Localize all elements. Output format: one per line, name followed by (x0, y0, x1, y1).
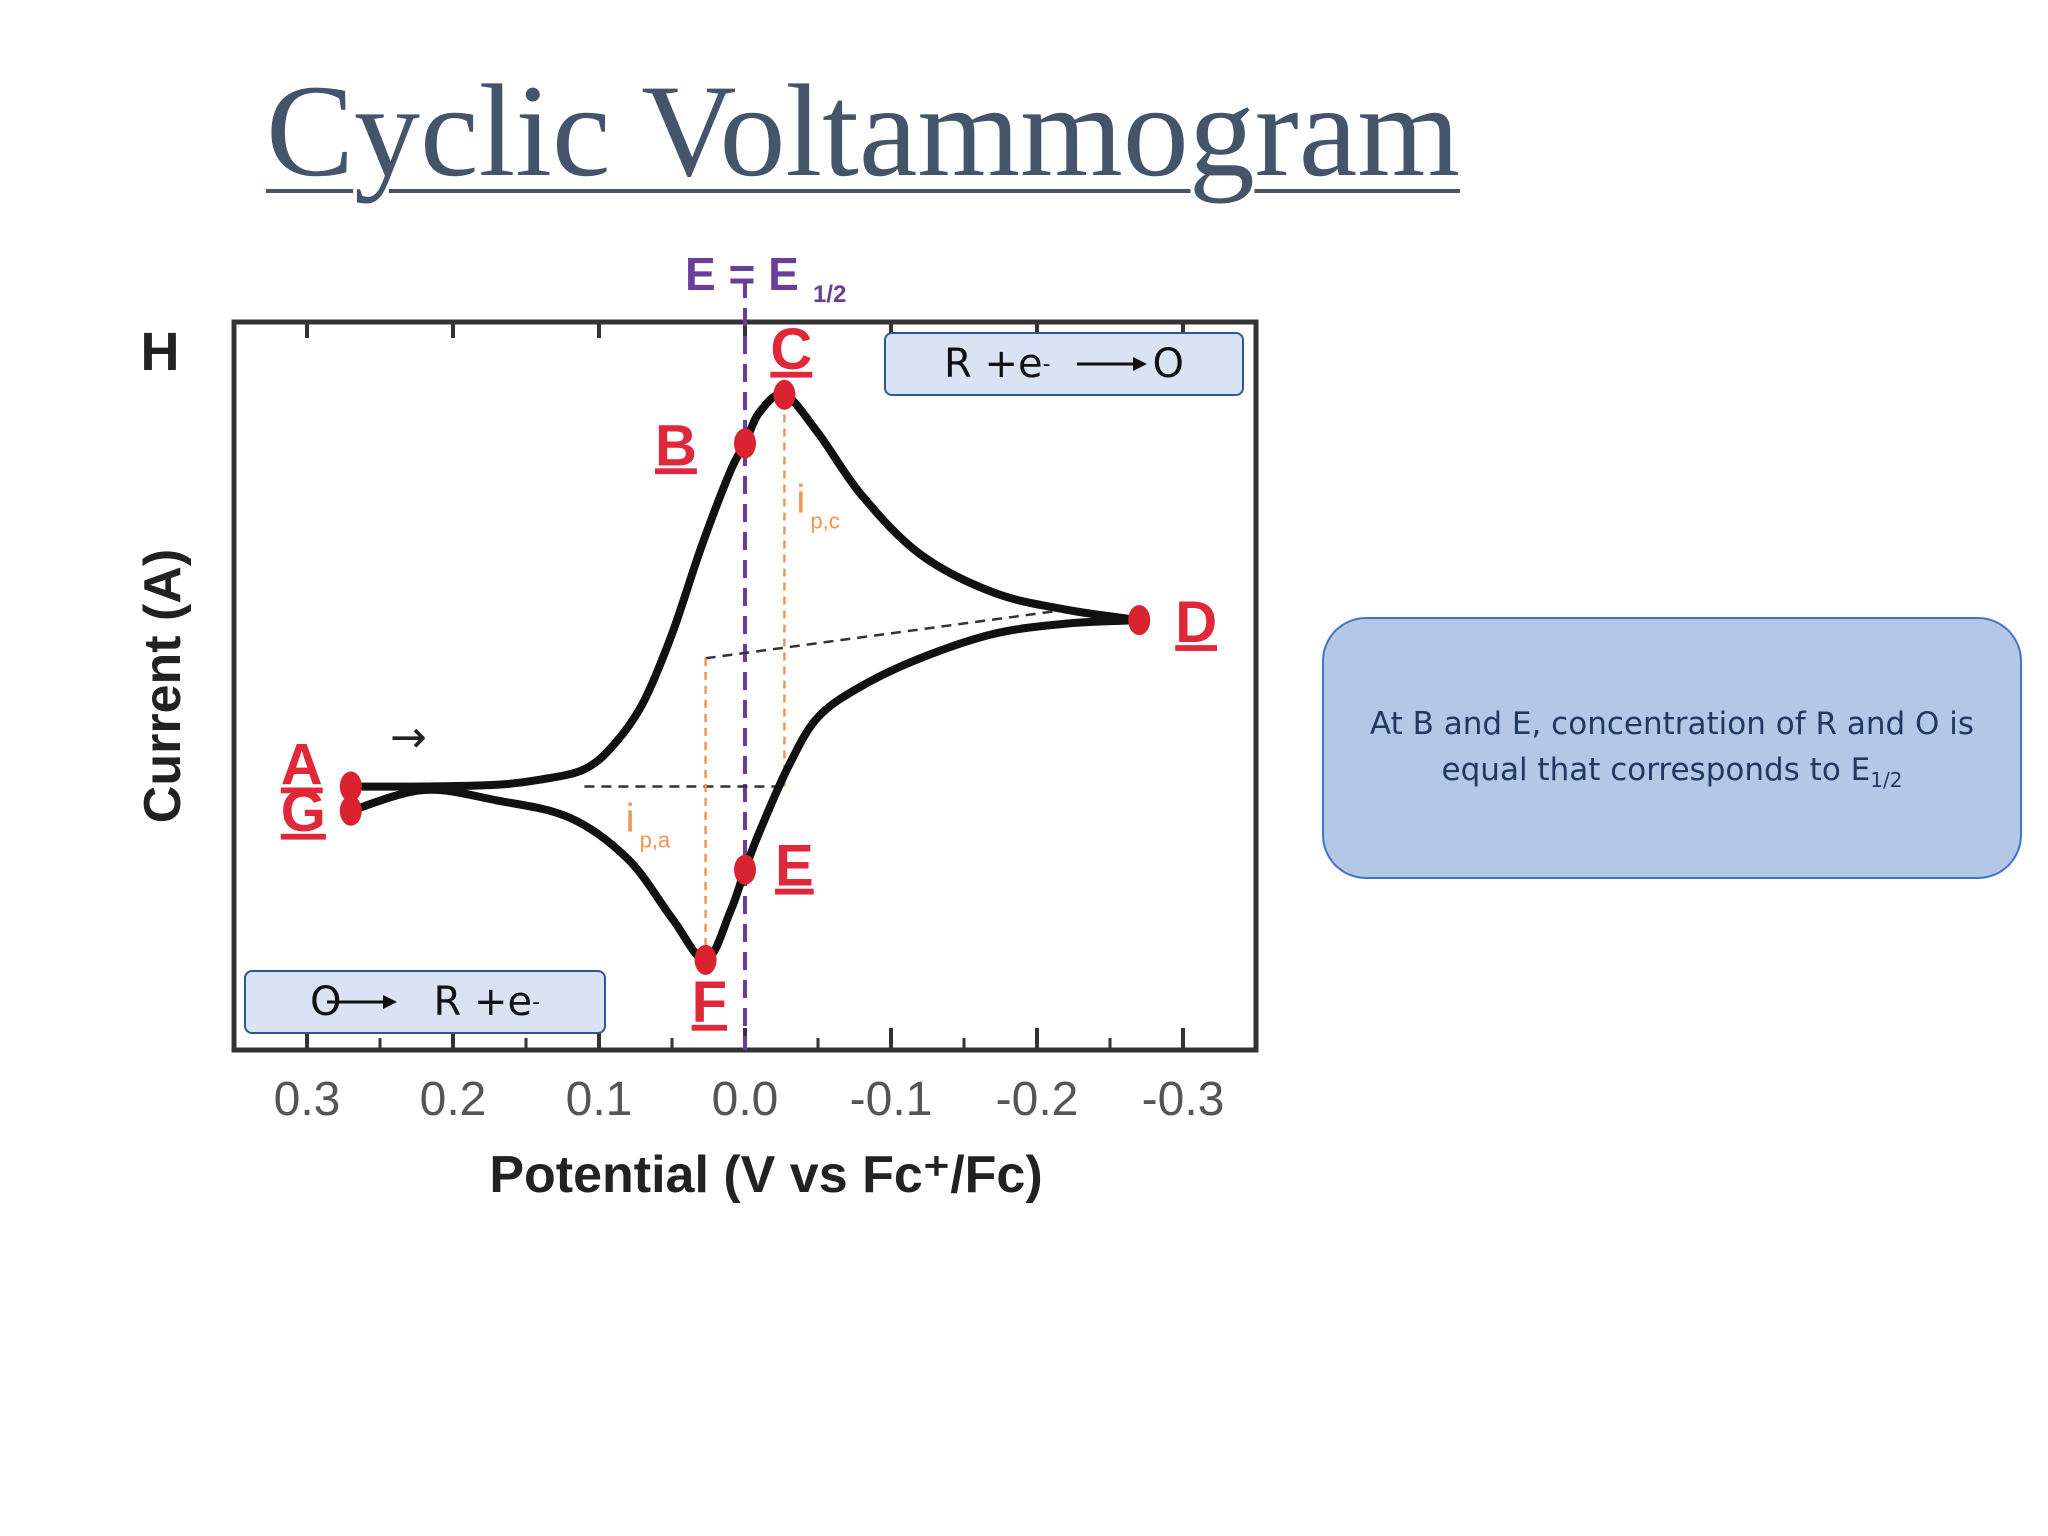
x-tick-label: 0.2 (420, 1073, 487, 1126)
data-point-d (1128, 605, 1151, 636)
point-label-c: C (770, 317, 812, 382)
peak-current-label-subscript: p,c (810, 509, 839, 534)
reduction-reaction-box: O R +e - (244, 970, 606, 1034)
peak-current-label-subscript: p,a (640, 828, 671, 853)
peak-current-label: i (796, 478, 805, 522)
forward-scan-curve (346, 390, 1144, 791)
x-tick-label: -0.1 (850, 1073, 933, 1126)
point-label-f: F (692, 970, 727, 1035)
y-axis-label: Current (A) (134, 549, 192, 823)
x-axis-label: Potential (V vs Fc⁺/Fc) (489, 1146, 1042, 1204)
oxidation-product: O (1152, 341, 1185, 387)
point-label-d: D (1175, 590, 1217, 655)
x-tick-label: -0.3 (1142, 1073, 1225, 1126)
right-arrow-icon (327, 995, 398, 1009)
explanation-callout: At B and E, concentration of R and O is … (1322, 617, 2022, 879)
callout-text-main: At B and E, concentration of R and O is … (1369, 705, 1975, 789)
x-tick-label: 0.1 (566, 1073, 633, 1126)
reduction-product: R +e (433, 979, 533, 1025)
scan-direction-arrow: → (390, 712, 427, 763)
e-half-label: E = E (685, 248, 799, 300)
oxidation-reactant: R +e (943, 341, 1043, 387)
oxidation-electron-charge: - (1042, 351, 1051, 377)
panel-label: H (141, 322, 180, 382)
point-label-b: B (655, 413, 697, 478)
baseline-dashed (705, 608, 1067, 660)
page-title: Cyclic Voltammogram (266, 57, 1460, 204)
callout-text: At B and E, concentration of R and O is … (1364, 701, 1980, 796)
callout-text-subscript: 1/2 (1870, 768, 1903, 793)
point-label-g: G (281, 779, 326, 844)
oxidation-reaction-box: R +e - O (884, 332, 1244, 396)
reduction-electron-charge: - (532, 989, 541, 1015)
x-tick-label: 0.0 (712, 1073, 779, 1126)
right-arrow-icon (1076, 357, 1147, 371)
x-tick-label: 0.3 (274, 1073, 341, 1126)
data-point-b (734, 428, 756, 459)
peak-current-label: i (626, 797, 635, 841)
data-point-g (339, 795, 362, 826)
data-point-f (694, 944, 717, 975)
e-half-label-subscript: 1/2 (813, 281, 846, 308)
x-tick-label: -0.2 (996, 1073, 1079, 1126)
data-point-c (773, 379, 796, 410)
point-label-e: E (775, 834, 814, 899)
data-point-a (339, 771, 362, 802)
point-label-a: A (281, 733, 323, 798)
data-point-e (734, 854, 756, 885)
